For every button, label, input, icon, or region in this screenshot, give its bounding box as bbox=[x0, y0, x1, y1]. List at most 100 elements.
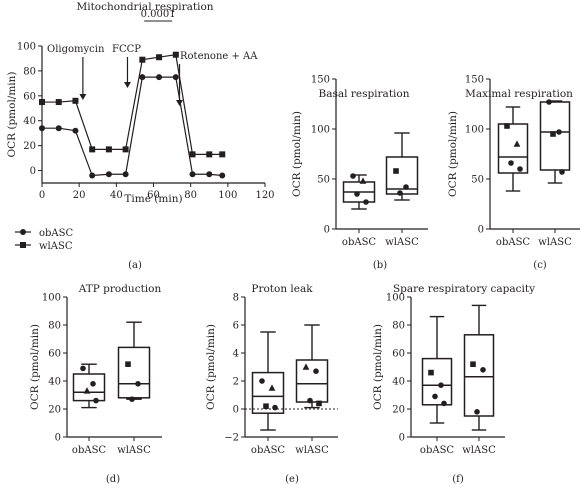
d-y-tick-label: 0 bbox=[55, 433, 61, 444]
f-y-tick-label: 60 bbox=[392, 349, 405, 360]
a-x-tick-label: 100 bbox=[218, 190, 237, 201]
e-y-tick-label: 4 bbox=[233, 349, 239, 360]
a-y-axis-label: OCR (pmol/min) bbox=[6, 71, 18, 157]
a-point-obASC bbox=[39, 125, 45, 132]
e-box-wlASC bbox=[295, 359, 329, 403]
c-y-tick-label: 150 bbox=[465, 75, 484, 86]
b-point-obASC bbox=[350, 173, 356, 179]
a-annotation-rotenone-aa: Rotenone + AA bbox=[180, 51, 258, 62]
f-point-obASC bbox=[428, 369, 434, 376]
f-point-wlASC bbox=[474, 409, 480, 415]
d-x-tick-label-obASC: obASC bbox=[72, 445, 106, 456]
a-x-tick-label: 120 bbox=[255, 190, 274, 201]
c-box-obASC bbox=[497, 123, 529, 174]
a-point-wlASC bbox=[105, 146, 112, 153]
d-box-obASC bbox=[72, 373, 106, 402]
e-point-obASC bbox=[272, 404, 278, 411]
a-point-obASC bbox=[122, 171, 129, 178]
c-point-wlASC bbox=[550, 131, 556, 137]
e-title: Proton leak bbox=[251, 283, 313, 295]
c-y-tick-label: 0 bbox=[478, 225, 484, 236]
a-legend-marker-obASC bbox=[20, 229, 26, 235]
c-point-wlASC bbox=[559, 169, 565, 175]
b-x-tick-label-obASC: obASC bbox=[342, 237, 376, 248]
d-y-tick-label: 20 bbox=[48, 405, 61, 416]
e-point-wlASC bbox=[313, 368, 319, 375]
a-point-wlASC bbox=[139, 56, 146, 63]
a-point-obASC bbox=[156, 74, 163, 81]
c-y-tick-label: 100 bbox=[465, 125, 484, 136]
f-y-tick-label: 80 bbox=[392, 321, 405, 332]
f-y-axis-label: OCR (pmol/min) bbox=[372, 324, 384, 410]
b-y-tick-label: 100 bbox=[311, 125, 330, 136]
b-point-wlASC bbox=[393, 168, 399, 174]
a-point-obASC bbox=[172, 74, 179, 81]
d-title: ATP production bbox=[78, 283, 162, 295]
c-y-tick-label: 50 bbox=[471, 175, 484, 186]
e-point-obASC bbox=[263, 403, 269, 409]
a-x-axis-label: Time (min) bbox=[124, 193, 182, 205]
a-legend-label-wlASC: wlASC bbox=[39, 241, 73, 252]
e-y-tick-label: 8 bbox=[233, 293, 239, 304]
a-y-tick-label: 20 bbox=[23, 141, 36, 152]
e-point-wlASC bbox=[302, 363, 310, 370]
a-annotation-fccp: FCCP bbox=[112, 44, 141, 55]
a-point-wlASC bbox=[172, 51, 179, 58]
a-point-obASC bbox=[206, 171, 213, 178]
c-point-wlASC bbox=[556, 129, 562, 135]
a-point-wlASC bbox=[189, 151, 196, 158]
b-y-axis-label: OCR (pmol/min) bbox=[291, 111, 303, 197]
d-point-obASC bbox=[83, 387, 91, 394]
e-x-tick-label-wlASC: wlASC bbox=[295, 445, 329, 456]
e-point-wlASC bbox=[316, 400, 322, 407]
a-x-tick-label: 20 bbox=[73, 190, 86, 201]
a-point-obASC bbox=[189, 171, 196, 178]
a-point-obASC bbox=[55, 125, 62, 132]
a-annotation-arrow-head bbox=[123, 82, 131, 88]
a-y-tick-label: 60 bbox=[23, 91, 36, 102]
a-point-wlASC bbox=[219, 151, 226, 158]
c-point-obASC bbox=[504, 123, 510, 129]
d-y-axis-label: OCR (pmol/min) bbox=[29, 324, 41, 410]
a-series-line-obASC bbox=[42, 76, 223, 177]
a-point-obASC bbox=[105, 171, 112, 178]
a-point-obASC bbox=[219, 172, 226, 179]
f-point-wlASC bbox=[480, 367, 486, 373]
a-point-wlASC bbox=[39, 99, 45, 106]
a-point-wlASC bbox=[55, 99, 62, 106]
d-point-wlASC bbox=[129, 396, 135, 403]
a-y-tick-label: 0 bbox=[30, 166, 36, 177]
f-point-obASC bbox=[441, 400, 447, 407]
a-point-obASC bbox=[139, 74, 146, 81]
f-point-wlASC bbox=[470, 361, 476, 367]
d-y-tick-label: 40 bbox=[48, 377, 61, 388]
d-x-tick-label-wlASC: wlASC bbox=[117, 445, 151, 456]
b-point-wlASC bbox=[403, 184, 409, 190]
c-x-tick-label-obASC: obASC bbox=[496, 237, 530, 248]
e-point-obASC bbox=[268, 384, 276, 391]
b-y-tick-label: 150 bbox=[311, 75, 330, 86]
e-y-axis-label: OCR (pmol/min) bbox=[205, 324, 217, 410]
d-point-obASC bbox=[93, 397, 99, 404]
f-y-tick-label: 100 bbox=[386, 293, 405, 304]
b-point-obASC bbox=[363, 199, 369, 205]
e-point-wlASC bbox=[307, 397, 313, 404]
c-panel-label: (c) bbox=[533, 260, 547, 271]
f-title: Spare respiratory capacity bbox=[393, 283, 535, 295]
d-point-wlASC bbox=[135, 381, 141, 387]
c-point-obASC bbox=[508, 160, 514, 166]
a-p-value: 0.0001 bbox=[141, 9, 176, 20]
d-panel-label: (d) bbox=[106, 474, 120, 485]
a-panel-label: (a) bbox=[128, 260, 142, 271]
f-x-tick-label-wlASC: wlASC bbox=[462, 445, 496, 456]
d-point-obASC bbox=[80, 365, 86, 372]
d-y-tick-label: 100 bbox=[42, 293, 61, 304]
a-title: Mitochondrial respiration bbox=[76, 1, 213, 13]
b-y-tick-label: 50 bbox=[317, 175, 330, 186]
d-point-obASC bbox=[90, 381, 96, 387]
b-y-tick-label: 0 bbox=[324, 225, 330, 236]
c-point-obASC bbox=[513, 140, 521, 147]
a-annotation-arrow-head bbox=[79, 94, 87, 100]
a-annotation-oligomycin: Oligomycin bbox=[47, 44, 105, 55]
